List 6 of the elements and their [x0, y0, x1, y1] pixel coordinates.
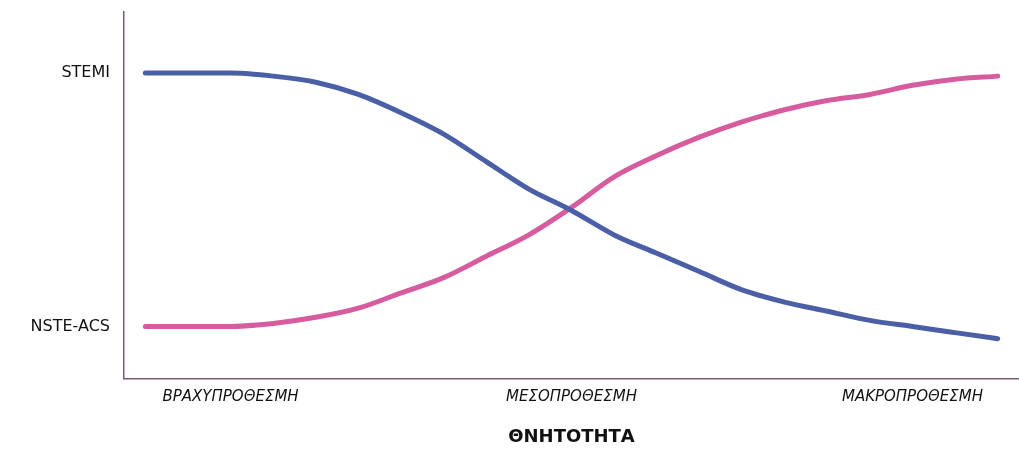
x-axis-title: ΘΝΗΤΟΤΗΤΑ	[508, 424, 635, 446]
text: NSTE-ACS	[30, 315, 110, 335]
x-tick-label: ΜΕΣΟΠΡΟΘΕΣΜΗ	[506, 387, 637, 406]
x-tick-label: ΜΑΚΡΟΠΡΟΘΕΣΜΗ	[841, 387, 983, 406]
text: STEMI	[61, 62, 110, 82]
x-tick-label: ΒΡΑΧΥΠΡΟΘΕΣΜΗ	[162, 387, 299, 406]
